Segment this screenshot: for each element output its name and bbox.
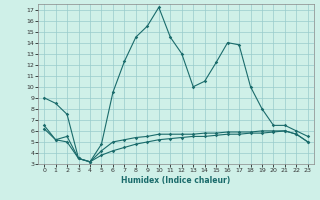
X-axis label: Humidex (Indice chaleur): Humidex (Indice chaleur) [121,176,231,185]
